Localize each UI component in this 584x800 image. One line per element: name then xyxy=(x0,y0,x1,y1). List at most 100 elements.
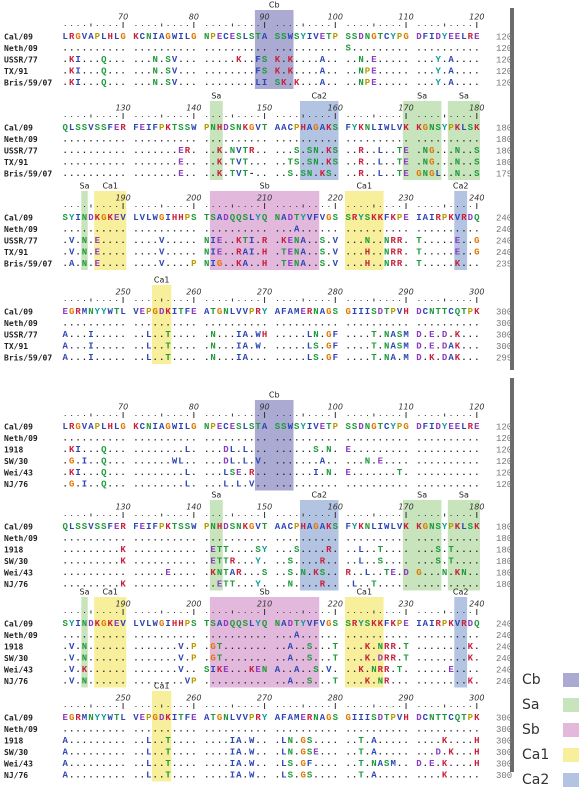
ruler-dot xyxy=(116,706,118,707)
row-end-number: 180 xyxy=(496,568,512,578)
ruler-dot xyxy=(103,206,105,207)
ruler-dot xyxy=(437,300,439,301)
ruler-dot xyxy=(257,206,259,207)
ruler-dot xyxy=(309,25,311,26)
row-end-number: 120 xyxy=(496,32,512,42)
ruler-dot xyxy=(96,300,98,301)
row-end-number: 300 xyxy=(496,736,512,746)
ruler-dot xyxy=(456,612,458,613)
sequence-name: Neth/09 xyxy=(4,44,38,53)
sequence-name: Cal/09 xyxy=(4,124,33,133)
sequence: A......... ..L..T.... ....IA.W.. .LN.GS.… xyxy=(63,736,480,746)
sequence-name: TX/91 xyxy=(4,67,28,76)
site-shade xyxy=(94,191,127,270)
ruler-dot xyxy=(77,415,79,416)
ruler-dot xyxy=(225,25,227,26)
ruler-dot xyxy=(418,300,420,301)
ruler-dot xyxy=(321,206,323,207)
site-label: Ca1 xyxy=(154,682,170,691)
site-shade xyxy=(299,101,339,180)
sequence: A......... ..L..T.... ....IA.W.. .LS.GF.… xyxy=(63,759,480,769)
ruler-dot xyxy=(386,706,388,707)
ruler-number: 70 xyxy=(118,13,128,22)
sequence-name: Wei/43 xyxy=(4,665,33,675)
ruler-dot xyxy=(186,25,188,26)
ruler-dot xyxy=(463,116,465,117)
ruler-dot xyxy=(109,25,111,26)
sequence-name: Neth/09 xyxy=(4,319,38,328)
ruler-dot xyxy=(379,116,381,117)
ruler-number: 300 xyxy=(469,288,484,297)
ruler-dot xyxy=(238,206,240,207)
ruler-dot xyxy=(174,515,176,516)
sequence-name: TX/91 xyxy=(4,342,28,351)
ruler-number: 270 xyxy=(257,288,272,297)
ruler-dot xyxy=(103,116,105,117)
ruler-dot xyxy=(244,116,246,117)
ruler-dot xyxy=(276,415,278,416)
ruler-dot xyxy=(296,706,298,707)
row-end-number: 240 xyxy=(496,665,512,675)
sequence: .......... .......... .......... .......… xyxy=(63,319,480,329)
site-label: Sb xyxy=(259,182,269,191)
ruler-dot xyxy=(180,415,182,416)
ruler-dot xyxy=(186,415,188,416)
ruler-dot xyxy=(103,300,105,301)
site-shade xyxy=(81,191,88,270)
ruler-dot xyxy=(302,704,304,708)
legend-label: Cb xyxy=(522,672,541,688)
ruler-dot xyxy=(141,300,143,301)
ruler-dot xyxy=(450,415,452,416)
ruler-number: 110 xyxy=(398,13,413,22)
ruler-dot xyxy=(161,114,163,118)
ruler-dot xyxy=(321,515,323,516)
ruler-dot xyxy=(309,706,311,707)
ruler-dot xyxy=(71,706,73,707)
ruler-dot xyxy=(225,415,227,416)
ruler-dot xyxy=(431,706,433,707)
ruler-dot xyxy=(141,515,143,516)
ruler-number: 160 xyxy=(328,104,343,113)
row-end-number: 240 xyxy=(496,642,512,652)
ruler-number: 100 xyxy=(328,13,343,22)
ruler-dot xyxy=(90,23,92,27)
sequence: .V.N.E.... ....V..... NIE..RAI.H .TENA..… xyxy=(63,248,480,258)
row-end-number: 240 xyxy=(496,236,512,246)
sequence: .........K .......... .ETT....SY ...S...… xyxy=(63,545,480,555)
sequence-name: Neth/09 xyxy=(4,135,38,144)
ruler-dot xyxy=(296,206,298,207)
ruler-dot xyxy=(444,610,446,614)
ruler-dot xyxy=(463,206,465,207)
ruler-dot xyxy=(84,612,86,613)
ruler-dot xyxy=(456,706,458,707)
site-shade xyxy=(299,500,339,591)
ruler-dot xyxy=(450,206,452,207)
ruler-dot xyxy=(444,413,446,417)
sequence: QLSSVSSFER FEIFPKTSSW PNHDSNKGVT AACPHAG… xyxy=(63,522,481,532)
ruler-number: 190 xyxy=(115,600,130,609)
ruler-dot xyxy=(251,706,253,707)
sequence-name: NJ/76 xyxy=(4,771,28,780)
ruler-dot xyxy=(84,116,86,117)
site-label: Ca1 xyxy=(356,182,372,191)
panel-bar xyxy=(510,8,514,370)
ruler-dot xyxy=(244,515,246,516)
ruler-dot xyxy=(431,415,433,416)
ruler-dot xyxy=(84,415,86,416)
sequence: LRGVAPLHLG KCNIAGWILG NPECESLSTA SSWSYIV… xyxy=(63,32,481,42)
ruler-dot xyxy=(180,116,182,117)
ruler-dot xyxy=(321,415,323,416)
sequence: A...I..... ..L..T.... .N...IA.WH .....LN… xyxy=(63,330,480,340)
ruler-dot xyxy=(180,706,182,707)
ruler-dot xyxy=(379,706,381,707)
ruler-dot xyxy=(469,206,471,207)
ruler-dot xyxy=(251,612,253,613)
ruler-dot xyxy=(257,415,259,416)
ruler-dot xyxy=(71,206,73,207)
ruler-dot xyxy=(373,298,375,302)
ruler-dot xyxy=(360,206,362,207)
ruler-dot xyxy=(116,116,118,117)
ruler-number: 150 xyxy=(257,104,272,113)
ruler-dot xyxy=(141,415,143,416)
ruler-dot xyxy=(302,413,304,417)
